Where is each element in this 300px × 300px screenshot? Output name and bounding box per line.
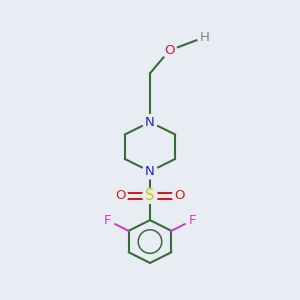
- Text: O: O: [175, 189, 185, 202]
- Text: F: F: [103, 214, 111, 226]
- Circle shape: [100, 213, 115, 228]
- Circle shape: [172, 188, 187, 203]
- Text: N: N: [145, 165, 155, 178]
- Text: O: O: [115, 189, 125, 202]
- Circle shape: [142, 188, 158, 203]
- Circle shape: [142, 115, 158, 130]
- Circle shape: [198, 30, 212, 44]
- Text: F: F: [189, 214, 196, 226]
- Circle shape: [185, 213, 200, 228]
- Circle shape: [113, 188, 128, 203]
- Circle shape: [162, 43, 177, 58]
- Text: S: S: [145, 188, 155, 203]
- Text: O: O: [164, 44, 175, 57]
- Text: N: N: [145, 116, 155, 129]
- Circle shape: [142, 164, 158, 179]
- Text: H: H: [200, 31, 210, 44]
